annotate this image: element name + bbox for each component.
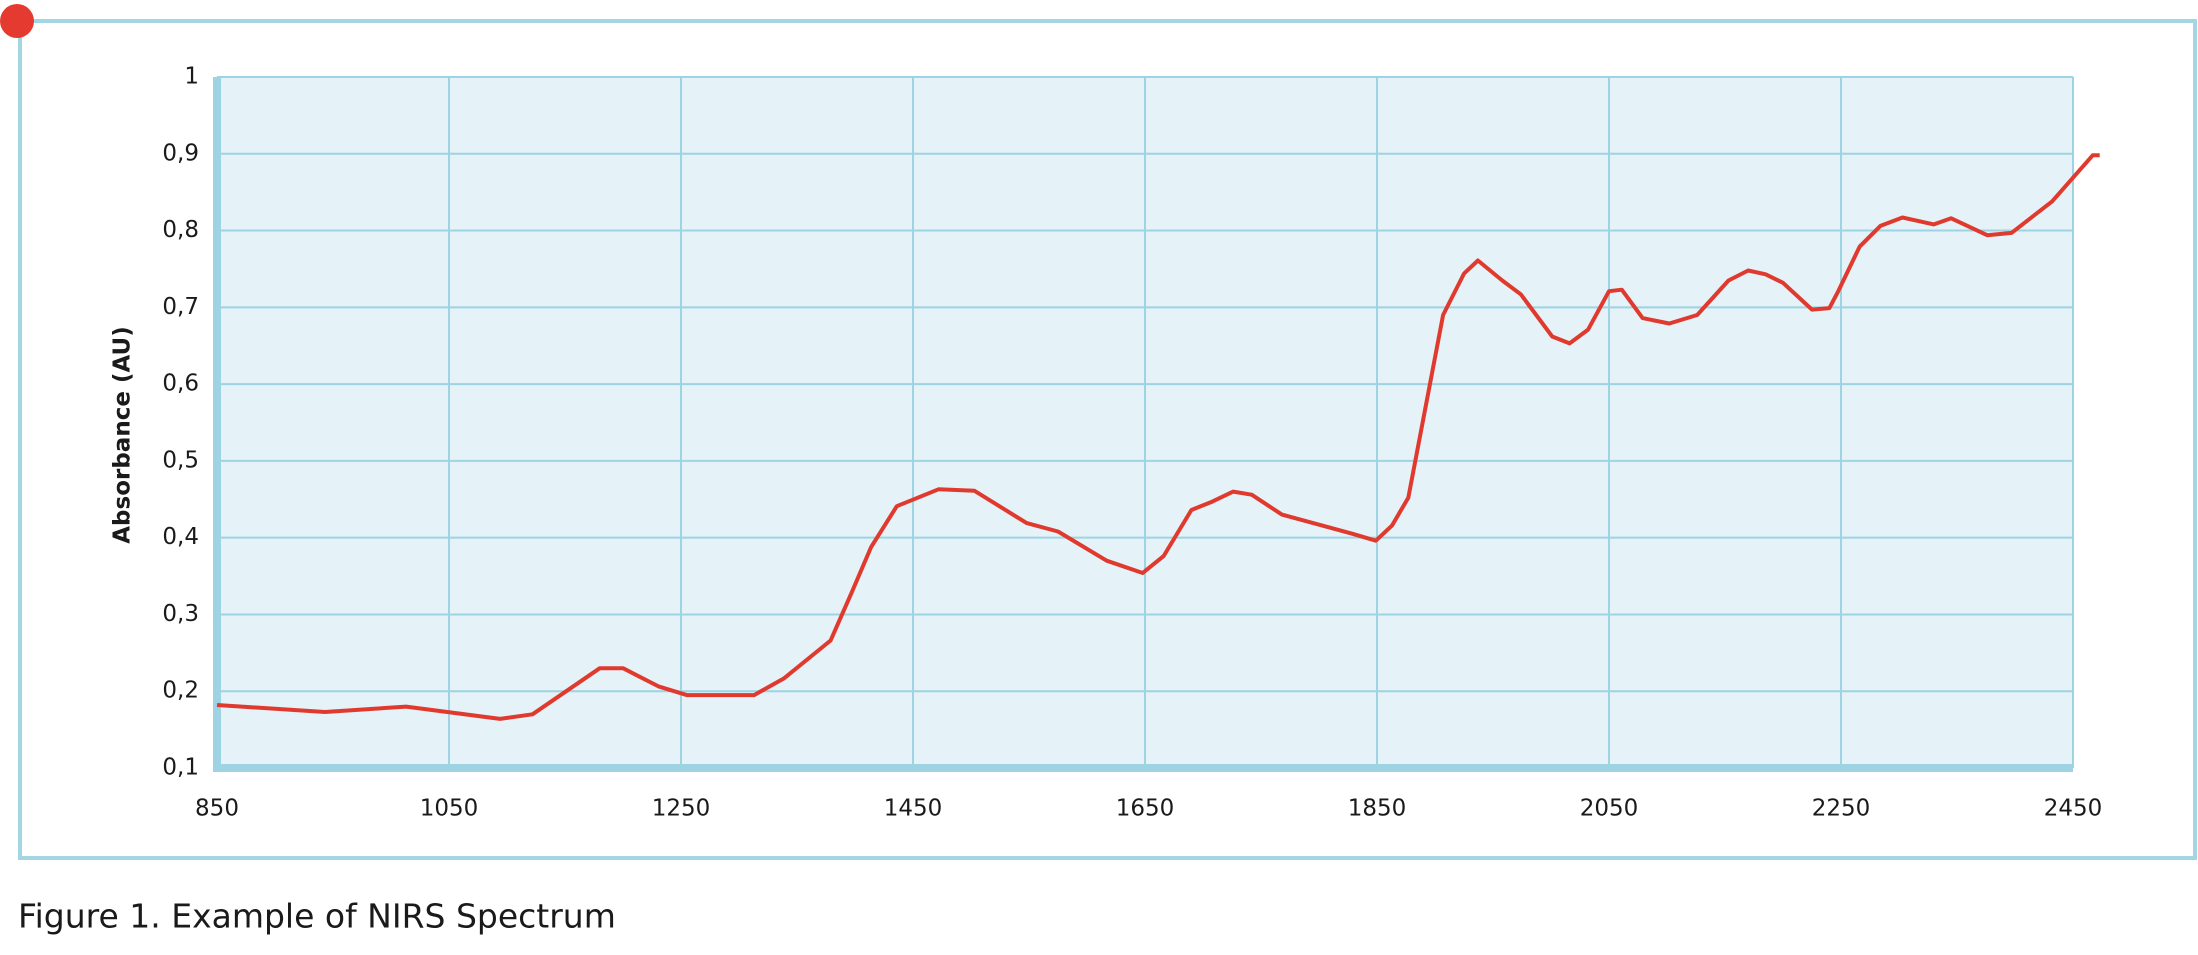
x-tick-label: 2050	[1580, 796, 1639, 822]
y-tick-label: 0,4	[162, 524, 199, 550]
y-tick-label: 0,3	[162, 601, 199, 627]
y-tick-label: 0,9	[162, 140, 199, 166]
y-tick-label: 1	[184, 64, 199, 90]
x-tick-label: 850	[195, 796, 239, 822]
x-tick-label: 1850	[1348, 796, 1407, 822]
y-tick-label: 0,5	[162, 447, 199, 473]
x-tick-label: 1450	[884, 796, 943, 822]
x-tick-label: 1250	[652, 796, 711, 822]
caption: Figure 1. Example of NIRS Spectrum	[18, 897, 616, 936]
y-tick-label: 0,8	[162, 217, 199, 243]
y-tick-label: 0,1	[162, 755, 199, 781]
y-tick-label: 0,2	[162, 678, 199, 704]
y-tick-label: 0,6	[162, 371, 199, 397]
y-axis-label: Absorbance (AU)	[110, 326, 136, 544]
x-tick-label: 1050	[420, 796, 479, 822]
x-tick-label: 2450	[2044, 796, 2103, 822]
x-tick-label: 2250	[1812, 796, 1871, 822]
y-tick-label: 0,7	[162, 294, 199, 320]
data-line	[216, 153, 2100, 721]
x-tick-label: 1650	[1116, 796, 1175, 822]
corner-dot	[0, 4, 34, 38]
